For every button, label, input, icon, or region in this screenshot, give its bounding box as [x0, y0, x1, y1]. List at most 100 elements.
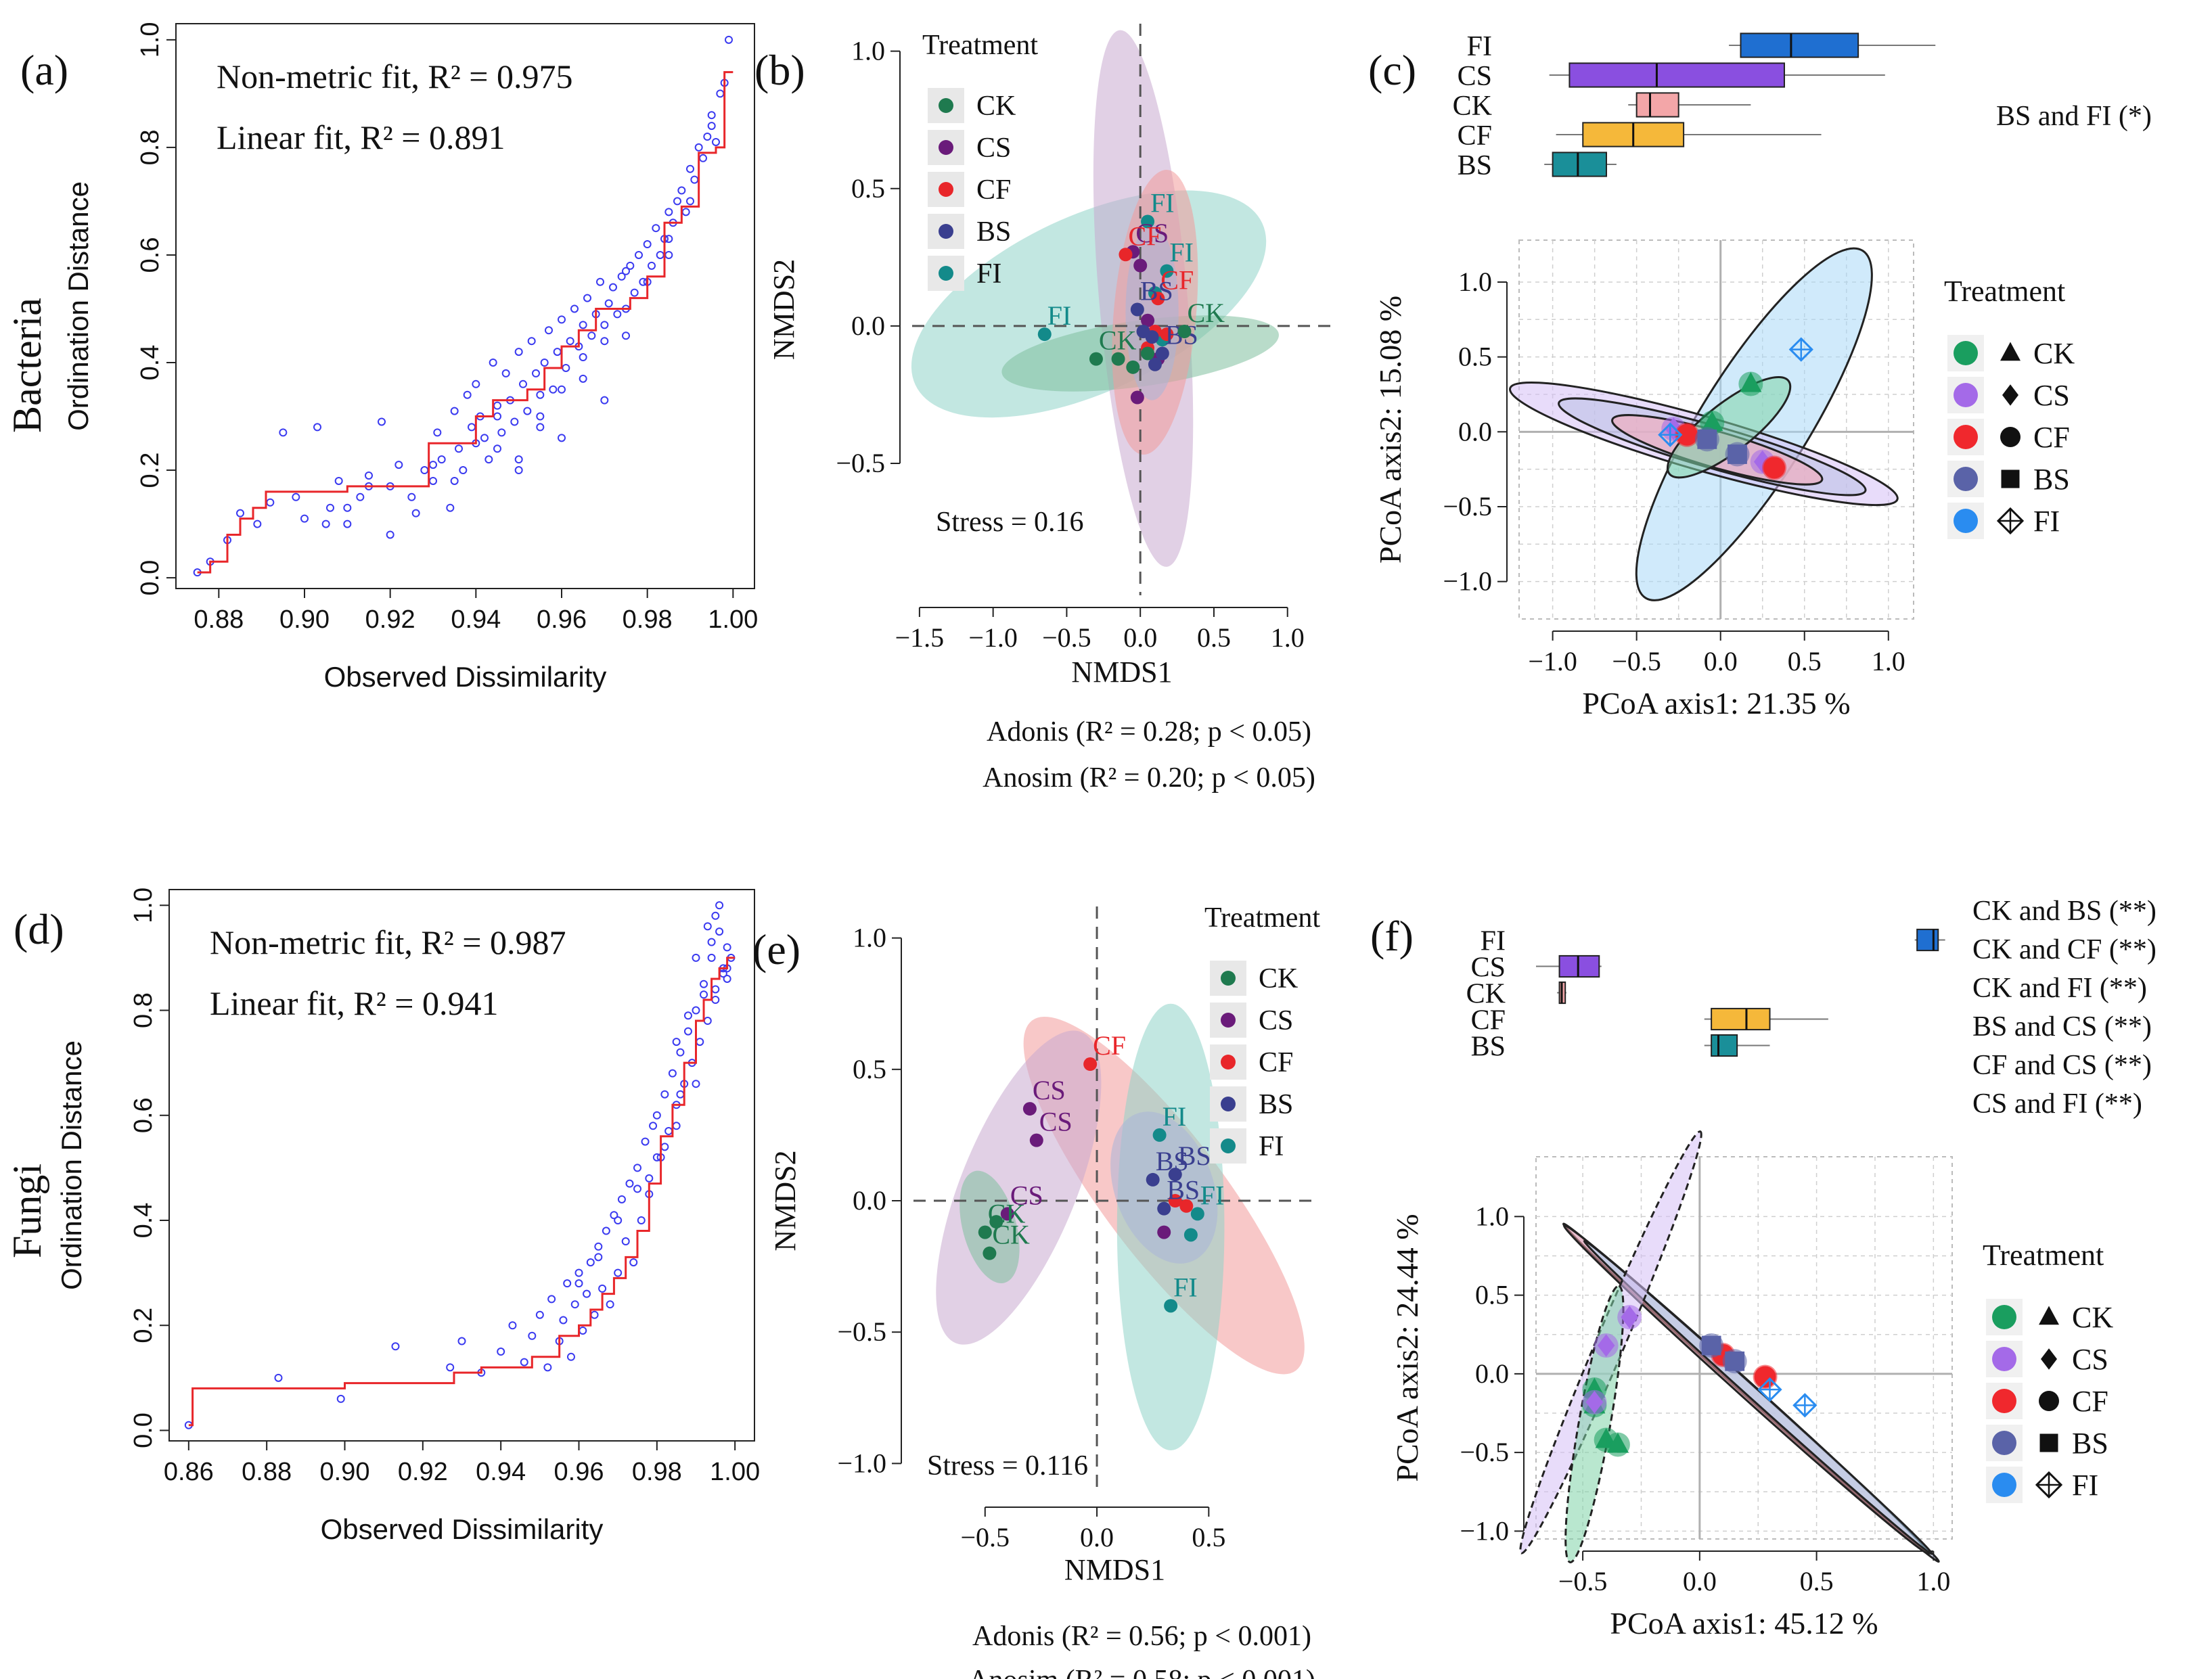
box-fi [1740, 32, 1859, 58]
data-point [457, 1337, 466, 1346]
row-label-bacteria: Bacteria [5, 298, 49, 433]
data-point [614, 1216, 623, 1224]
legend-title: Treatment [1944, 275, 2065, 308]
ellipse-cs [936, 1030, 1102, 1345]
data-point [652, 1111, 661, 1120]
data-point [300, 514, 309, 523]
legend-shape-cs [2041, 1348, 2057, 1370]
stress-label: Stress = 0.16 [936, 507, 1084, 538]
y-tick-label: 0.0 [853, 1185, 886, 1216]
legend-label-bs: BS [976, 216, 1011, 248]
data-point [579, 353, 587, 362]
data-point [725, 35, 733, 44]
stress-label: Stress = 0.116 [927, 1450, 1088, 1481]
legend-title: Treatment [922, 30, 1038, 61]
data-point [703, 922, 712, 931]
data-point [673, 197, 681, 206]
data-point [566, 1352, 575, 1361]
significance-label: BS and CS (**) [1972, 1011, 2152, 1042]
point-label: CF [1128, 221, 1161, 251]
legend-title: Treatment [1983, 1239, 2104, 1272]
legend-label-cf: CF [2072, 1385, 2108, 1418]
data-point [586, 1258, 595, 1267]
data-point [468, 423, 476, 432]
point-ck [978, 1225, 992, 1239]
box-label-cf: CF [1471, 1005, 1506, 1036]
data-point [600, 321, 609, 329]
x-tick-label: 0.0 [1123, 622, 1157, 653]
ellipse-ck [960, 1170, 1020, 1284]
point-fi [1183, 1228, 1198, 1242]
y-tick-label: 0.8 [136, 129, 164, 165]
point-bs [1168, 1168, 1182, 1182]
points [1658, 337, 1813, 480]
data-point [622, 267, 630, 275]
x-axis-label: NMDS1 [1071, 656, 1172, 689]
point-label: FI [1173, 1272, 1198, 1302]
point-ck [1141, 346, 1155, 361]
box-cf [1711, 1007, 1771, 1031]
data-point [574, 1279, 583, 1288]
axes: −1.0 −0.5 0.0 0.5 1.0 −1.0 −0.5 0.0 0.5 1.0 [1443, 267, 1905, 676]
data-point [715, 927, 724, 936]
legend-color-fi [1954, 509, 1978, 533]
y-tick-label: −0.5 [1443, 491, 1492, 522]
y-tick-label: 0.0 [1475, 1358, 1509, 1389]
point-bs [1146, 1172, 1160, 1187]
legend-label-fi: FI [2072, 1469, 2098, 1502]
x-tick-label: 0.5 [1788, 646, 1822, 676]
data-point [656, 250, 664, 259]
data-point [497, 428, 506, 437]
y-tick-label: −1.0 [1460, 1515, 1509, 1546]
data-point [587, 331, 596, 340]
significance-label: CK and FI (**) [1972, 973, 2147, 1004]
plot-frame [175, 23, 755, 589]
point-fi [1141, 214, 1155, 229]
point-label: CF [1093, 1030, 1126, 1061]
axes: 0.86 0.88 0.90 0.92 0.94 0.96 0.98 1.00 0.0 0.2 0.… [129, 888, 760, 1486]
x-tick-label: 1.0 [1872, 646, 1905, 676]
data-point [484, 455, 493, 464]
data-point [664, 1127, 673, 1136]
y-tick-label: 1.0 [853, 923, 886, 953]
point-cs [1585, 1390, 1604, 1414]
y-tick-label: 1.0 [1475, 1201, 1509, 1231]
legend-color-fi [1992, 1473, 2016, 1497]
legend-label-ck: CK [2072, 1301, 2113, 1334]
data-point [633, 1184, 641, 1193]
legend-label-cf: CF [1259, 1047, 1293, 1078]
data-point [450, 407, 459, 415]
data-point [558, 315, 566, 324]
y-tick-label: 0.2 [129, 1308, 158, 1343]
data-point [594, 1242, 603, 1251]
legend-label-fi: FI [1259, 1131, 1284, 1162]
panel-label: (d) [14, 905, 64, 953]
point-bs [1148, 357, 1162, 371]
data-point [594, 1253, 603, 1262]
legend-marker-fi [939, 266, 953, 281]
data-point [501, 369, 510, 377]
legend-marker-cs [1221, 1013, 1236, 1028]
data-point [450, 476, 459, 485]
data-point [489, 359, 497, 367]
data-point [583, 1289, 591, 1298]
point-label: CS [1010, 1180, 1043, 1210]
data-point [600, 396, 609, 405]
legend-color-ck [1954, 341, 1978, 365]
y-tick-label: 0.6 [136, 237, 164, 273]
x-tick-label: 0.86 [164, 1458, 214, 1486]
y-axis-label: NMDS2 [769, 1150, 802, 1251]
point-ck [1606, 1432, 1629, 1453]
point-cs [1000, 1207, 1014, 1221]
box-fi [1916, 928, 1939, 952]
y-tick-label: 0.0 [1458, 416, 1492, 446]
box-label-ck: CK [1453, 91, 1492, 122]
point-ck [1177, 325, 1192, 338]
significance-label: CF and CS (**) [1972, 1050, 2152, 1081]
x-tick-label: 0.88 [242, 1458, 292, 1486]
legend-marker-cs [939, 140, 953, 155]
annotation-linear: Linear fit, R² = 0.941 [210, 984, 498, 1022]
data-point [707, 111, 716, 120]
data-point [391, 1342, 400, 1351]
legend-shape-fi [2035, 1471, 2063, 1499]
